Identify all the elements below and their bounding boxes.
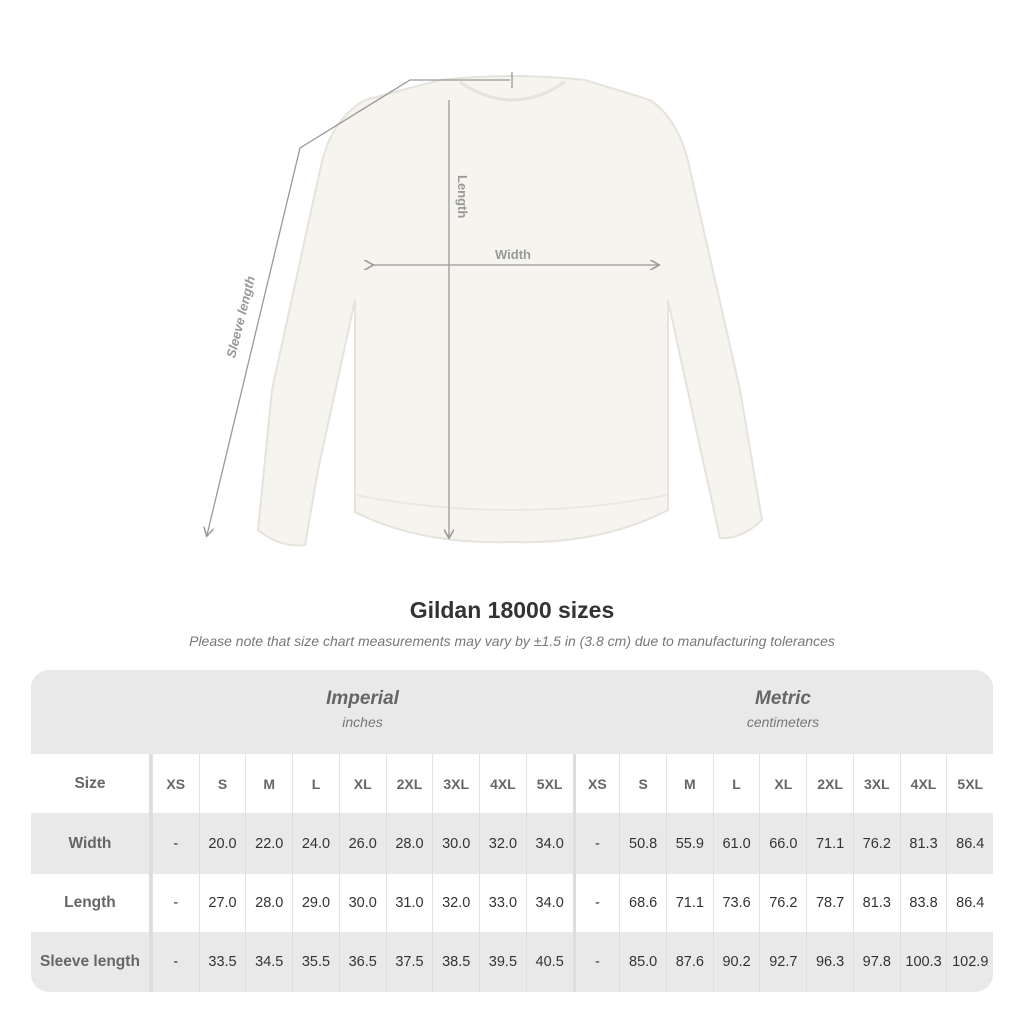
imperial-cell: 33.0	[479, 874, 526, 932]
metric-cell: 73.6	[712, 874, 760, 932]
metric-unit: centimeters	[746, 714, 820, 730]
size-header: 5XL	[946, 754, 993, 813]
metric-header: Metric centimeters	[573, 670, 993, 754]
imperial-cell: 26.0	[338, 813, 386, 874]
size-header: XS	[151, 754, 199, 813]
size-header: 3XL	[432, 754, 479, 813]
table-row: Sleeve length -33.5 34.5 35.5 36.5 37.5 38.5 39…	[31, 932, 993, 992]
size-header: XL	[759, 754, 806, 813]
width-label: Width	[495, 247, 531, 262]
row-label: Sleeve length	[31, 932, 152, 992]
size-header: XS	[572, 754, 620, 813]
metric-cell: 81.3	[899, 813, 947, 874]
metric-cell: 85.0	[619, 932, 666, 992]
imperial-cell: 35.5	[292, 932, 339, 992]
sleeve-line	[207, 79, 510, 535]
page-title: Gildan 18000 sizes	[409, 597, 615, 623]
metric-cell: 71.1	[665, 874, 713, 932]
metric-cell: 76.2	[759, 874, 806, 932]
imperial-cell: 30.0	[432, 813, 479, 874]
size-header: 4XL	[479, 754, 526, 813]
metric-cell: 55.9	[665, 813, 713, 874]
metric-cell: -	[572, 874, 620, 932]
sweatshirt-image	[256, 75, 764, 547]
metric-cell: 87.6	[665, 932, 713, 992]
size-header: S	[619, 754, 666, 813]
imperial-cell: 24.0	[292, 813, 339, 874]
metric-cell: 81.3	[852, 874, 900, 932]
imperial-cell: -	[151, 874, 199, 932]
metric-cell: 90.2	[712, 932, 760, 992]
table-row: Length -27.0 28.0 29.0 30.0 31.0 32.0 33.0 34.0-…	[31, 874, 993, 932]
metric-cell: 66.0	[759, 813, 806, 874]
metric-title: Metric	[755, 688, 811, 709]
imperial-cell: 31.0	[385, 874, 433, 932]
imperial-cell: 32.0	[432, 874, 479, 932]
size-header: 2XL	[385, 754, 433, 813]
imperial-cell: 37.5	[385, 932, 433, 992]
size-header: 5XL	[525, 754, 573, 813]
row-label: Length	[31, 874, 152, 932]
metric-cell: 78.7	[806, 874, 853, 932]
imperial-cell: 29.0	[292, 874, 339, 932]
imperial-title: Imperial	[326, 688, 399, 709]
metric-cell: 86.4	[946, 874, 993, 932]
metric-cell: -	[572, 813, 620, 874]
imperial-cell: 30.0	[338, 874, 386, 932]
metric-cell: 96.3	[806, 932, 853, 992]
imperial-cell: -	[151, 932, 199, 992]
row-label: Size	[31, 754, 152, 813]
metric-cell: 97.8	[852, 932, 900, 992]
size-header: L	[712, 754, 760, 813]
imperial-cell: 27.0	[198, 874, 246, 932]
imperial-cell: 32.0	[479, 813, 526, 874]
imperial-cell: 22.0	[245, 813, 292, 874]
metric-cell: 61.0	[712, 813, 760, 874]
sweatshirt-diagram: Length Width Sleeve length	[0, 72, 764, 547]
row-label: Width	[31, 813, 152, 874]
metric-cell: 92.7	[759, 932, 806, 992]
metric-cell: 50.8	[619, 813, 666, 874]
size-header: S	[198, 754, 246, 813]
metric-cell: 68.6	[619, 874, 666, 932]
imperial-cell: 34.5	[245, 932, 292, 992]
size-header: M	[245, 754, 292, 813]
tolerance-note: Please note that size chart measurements…	[189, 633, 835, 649]
size-header: L	[292, 754, 339, 813]
imperial-cell: 28.0	[385, 813, 433, 874]
metric-cell: 102.9	[946, 932, 993, 992]
metric-cell: 83.8	[899, 874, 947, 932]
imperial-cell: 34.0	[525, 874, 573, 932]
imperial-header: Imperial inches	[152, 670, 573, 754]
size-table: Imperial inches Metric centimeters Size X…	[31, 670, 993, 992]
imperial-cell: 34.0	[525, 813, 573, 874]
size-header: M	[665, 754, 713, 813]
length-label: Length	[455, 175, 470, 218]
imperial-cell: 20.0	[198, 813, 246, 874]
imperial-cell: 38.5	[432, 932, 479, 992]
imperial-cell: 39.5	[479, 932, 526, 992]
imperial-cell: 36.5	[338, 932, 386, 992]
metric-cell: 100.3	[899, 932, 947, 992]
imperial-cell: 40.5	[525, 932, 573, 992]
table-row: Width -20.0 22.0 24.0 26.0 28.0 30.0 32.0 34.0-5…	[31, 813, 993, 874]
size-header: 3XL	[852, 754, 900, 813]
metric-cell: -	[572, 932, 620, 992]
metric-cell: 76.2	[852, 813, 900, 874]
size-header-row: Size XS S M L XL 2XL 3XL 4XL 5XL XS S M L XL 2XL 3XL 4XL 5…	[31, 754, 993, 813]
imperial-cell: -	[151, 813, 199, 874]
imperial-cell: 33.5	[198, 932, 246, 992]
metric-cell: 86.4	[946, 813, 993, 874]
imperial-unit: inches	[342, 714, 383, 730]
size-header: 4XL	[899, 754, 947, 813]
size-header: 2XL	[806, 754, 853, 813]
size-header: XL	[338, 754, 386, 813]
imperial-cell: 28.0	[245, 874, 292, 932]
metric-cell: 71.1	[806, 813, 853, 874]
